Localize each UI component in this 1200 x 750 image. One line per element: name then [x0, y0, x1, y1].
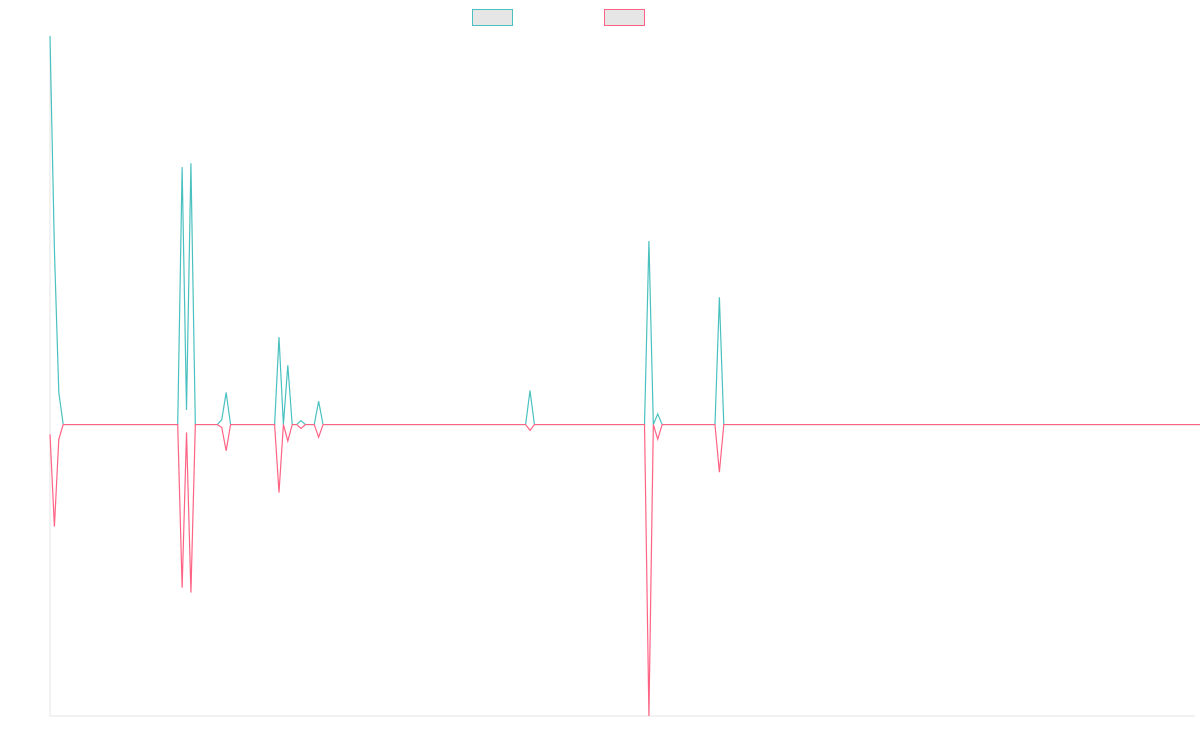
series-line	[49, 423, 1200, 717]
series-line	[49, 35, 1200, 426]
legend-swatch	[472, 9, 513, 26]
legend-swatch	[604, 9, 645, 26]
